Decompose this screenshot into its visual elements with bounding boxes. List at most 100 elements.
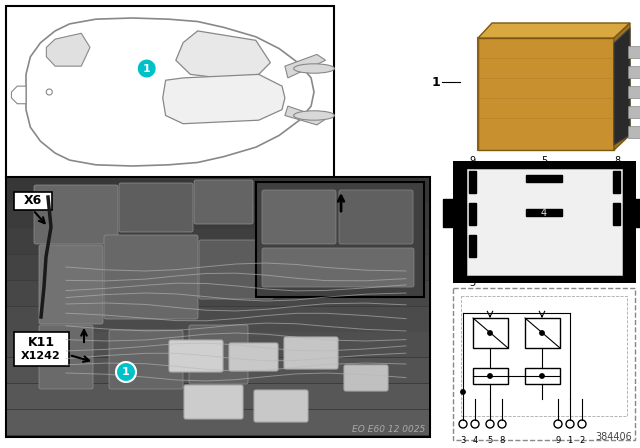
Text: 8: 8	[499, 436, 505, 445]
Polygon shape	[12, 86, 26, 104]
Polygon shape	[614, 23, 630, 150]
Text: 384406: 384406	[595, 432, 632, 442]
Bar	[7, 255, 429, 280]
Bar	[6, 6, 334, 178]
Bar	[7, 229, 429, 254]
Circle shape	[578, 420, 586, 428]
Circle shape	[486, 420, 494, 428]
Circle shape	[46, 89, 52, 95]
Bar	[7, 332, 429, 357]
Text: 9: 9	[556, 436, 561, 445]
Bar	[469, 203, 476, 225]
FancyBboxPatch shape	[14, 332, 69, 366]
Ellipse shape	[294, 111, 334, 120]
Bar	[7, 203, 429, 228]
Circle shape	[459, 420, 467, 428]
FancyBboxPatch shape	[184, 385, 243, 419]
Text: 4: 4	[541, 208, 547, 218]
Bar	[7, 178, 429, 203]
Bar	[7, 307, 429, 332]
Bar	[628, 66, 640, 78]
FancyBboxPatch shape	[34, 185, 118, 244]
Bar	[525, 368, 560, 384]
FancyBboxPatch shape	[344, 365, 388, 391]
FancyBboxPatch shape	[284, 337, 338, 369]
Text: 1: 1	[143, 64, 150, 73]
Polygon shape	[478, 23, 630, 38]
Bar	[634, 199, 640, 227]
Bar	[628, 126, 640, 138]
Bar	[469, 235, 476, 257]
Polygon shape	[26, 18, 314, 166]
Bar	[473, 318, 508, 348]
Text: X6: X6	[24, 194, 42, 207]
Polygon shape	[285, 54, 326, 78]
FancyBboxPatch shape	[194, 180, 253, 224]
Text: 5: 5	[541, 156, 547, 166]
Polygon shape	[176, 31, 270, 78]
Text: 1: 1	[459, 210, 465, 220]
FancyBboxPatch shape	[229, 343, 278, 371]
Text: 9: 9	[469, 156, 475, 166]
Text: 8: 8	[614, 156, 620, 166]
Polygon shape	[163, 74, 285, 124]
Bar	[628, 86, 640, 98]
Polygon shape	[46, 33, 90, 66]
Circle shape	[488, 331, 492, 335]
FancyBboxPatch shape	[262, 248, 414, 287]
Bar	[7, 358, 429, 383]
Polygon shape	[285, 106, 326, 125]
Circle shape	[471, 420, 479, 428]
Bar	[526, 175, 562, 182]
FancyBboxPatch shape	[453, 288, 635, 440]
Text: 3: 3	[469, 278, 475, 288]
Circle shape	[498, 420, 506, 428]
Bar	[467, 169, 622, 275]
Text: 3: 3	[460, 436, 466, 445]
FancyBboxPatch shape	[262, 190, 336, 244]
FancyBboxPatch shape	[39, 325, 93, 389]
Text: 5: 5	[488, 436, 493, 445]
Bar	[628, 46, 640, 58]
FancyBboxPatch shape	[189, 325, 248, 384]
Circle shape	[488, 374, 492, 378]
Bar	[525, 318, 560, 348]
Bar	[256, 182, 424, 297]
Text: EO E60 12 0025: EO E60 12 0025	[352, 425, 425, 434]
FancyBboxPatch shape	[199, 240, 273, 299]
Polygon shape	[614, 28, 630, 145]
Circle shape	[116, 362, 136, 382]
Circle shape	[540, 331, 544, 335]
Bar	[469, 171, 476, 193]
Circle shape	[137, 59, 157, 78]
FancyBboxPatch shape	[274, 185, 358, 279]
Text: K11: K11	[28, 336, 54, 349]
Text: 4: 4	[472, 436, 477, 445]
Bar	[628, 106, 640, 118]
FancyBboxPatch shape	[354, 190, 408, 264]
Text: 1: 1	[431, 76, 440, 89]
Text: 2: 2	[624, 210, 630, 220]
Text: 1: 1	[568, 436, 573, 445]
Bar	[453, 161, 636, 283]
FancyBboxPatch shape	[14, 192, 52, 210]
Bar	[526, 209, 562, 216]
Bar	[7, 410, 429, 435]
FancyBboxPatch shape	[39, 245, 103, 324]
FancyBboxPatch shape	[104, 235, 198, 319]
FancyBboxPatch shape	[339, 190, 413, 244]
Text: 2: 2	[579, 436, 584, 445]
FancyBboxPatch shape	[109, 330, 183, 389]
Bar	[7, 281, 429, 306]
Bar	[613, 171, 620, 193]
Bar	[613, 203, 620, 225]
Bar	[7, 384, 429, 409]
Bar	[443, 199, 455, 227]
Circle shape	[554, 420, 562, 428]
Bar	[473, 368, 508, 384]
Circle shape	[540, 374, 544, 378]
Text: X1242: X1242	[21, 351, 61, 361]
Circle shape	[461, 390, 465, 394]
FancyBboxPatch shape	[169, 340, 223, 372]
FancyBboxPatch shape	[254, 390, 308, 422]
